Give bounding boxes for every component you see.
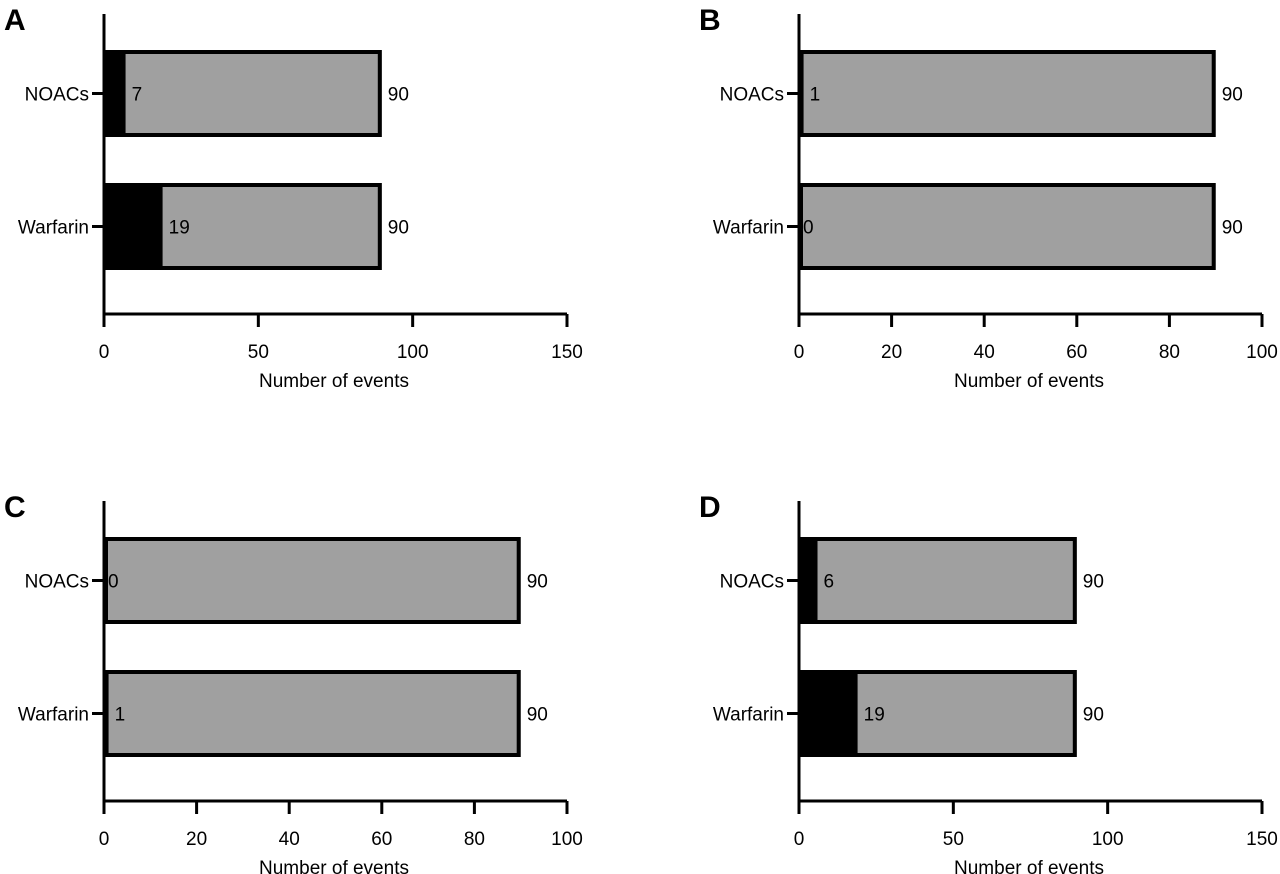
- total-label: 90: [527, 705, 548, 726]
- bar-total: [817, 537, 1077, 624]
- x-tick-label: 40: [279, 829, 300, 850]
- bar-total: [108, 670, 521, 757]
- event-label: 19: [864, 705, 885, 726]
- x-tick-label: 50: [943, 829, 964, 850]
- bar-total: [803, 50, 1216, 137]
- category-label: NOACs: [25, 85, 89, 106]
- bar-total: [799, 183, 1216, 270]
- panel-label: A: [4, 4, 26, 37]
- category-label: NOACs: [720, 85, 784, 106]
- event-label: 7: [132, 85, 143, 106]
- x-tick-label: 150: [551, 342, 583, 363]
- event-label: 6: [824, 572, 835, 593]
- total-label: 90: [388, 85, 409, 106]
- bar-events: [799, 670, 858, 757]
- category-label: NOACs: [25, 572, 89, 593]
- x-tick-label: 80: [1159, 342, 1180, 363]
- event-label: 1: [115, 705, 126, 726]
- category-label: Warfarin: [18, 218, 89, 239]
- bar-outline: [104, 670, 521, 757]
- bar-outline: [104, 537, 521, 624]
- total-label: 90: [388, 218, 409, 239]
- x-tick-label: 0: [99, 829, 110, 850]
- x-tick-label: 100: [1246, 342, 1278, 363]
- x-tick-label: 100: [551, 829, 583, 850]
- bar-total: [857, 670, 1077, 757]
- bar-outline: [799, 50, 1216, 137]
- total-label: 90: [1222, 218, 1243, 239]
- bar-outline: [104, 183, 382, 270]
- total-label: 90: [1083, 572, 1104, 593]
- x-axis-label: Number of events: [259, 371, 409, 392]
- bar-outline: [799, 670, 1077, 757]
- x-tick-label: 60: [371, 829, 392, 850]
- x-tick-label: 40: [974, 342, 995, 363]
- bar-events: [104, 50, 126, 137]
- total-label: 90: [1083, 705, 1104, 726]
- x-tick-label: 50: [248, 342, 269, 363]
- x-axis-label: Number of events: [954, 371, 1104, 392]
- event-label: 0: [803, 218, 814, 239]
- bar-outline: [104, 50, 382, 137]
- category-label: Warfarin: [713, 705, 784, 726]
- bar-events: [104, 183, 163, 270]
- x-tick-label: 60: [1066, 342, 1087, 363]
- bar-outline: [799, 537, 1077, 624]
- x-tick-label: 20: [186, 829, 207, 850]
- panel-c: C 0 90 NOACs 1 90 Warfarin 0 20 40 60 80 100 Number o…: [4, 491, 583, 874]
- panel-d: D 6 90 NOACs 19 90 Warfarin 0 50 100 150 Number of …: [699, 491, 1278, 874]
- x-tick-label: 20: [881, 342, 902, 363]
- x-tick-label: 0: [794, 342, 805, 363]
- panel-label: D: [699, 491, 721, 524]
- x-tick-label: 100: [1092, 829, 1124, 850]
- bar-outline: [799, 183, 1216, 270]
- bar-total: [162, 183, 382, 270]
- x-tick-label: 0: [794, 829, 805, 850]
- bar-total: [125, 50, 382, 137]
- x-axis-label: Number of events: [259, 858, 409, 874]
- x-tick-label: 100: [397, 342, 429, 363]
- category-label: Warfarin: [18, 705, 89, 726]
- event-label: 0: [108, 572, 119, 593]
- category-label: NOACs: [720, 572, 784, 593]
- event-label: 1: [810, 85, 821, 106]
- total-label: 90: [527, 572, 548, 593]
- event-label: 19: [169, 218, 190, 239]
- x-axis-label: Number of events: [954, 858, 1104, 874]
- x-tick-label: 80: [464, 829, 485, 850]
- panel-a: A 7 90 NOACs 19 90 Warfarin 0 50 100 150 Number of …: [4, 4, 583, 392]
- panel-label: B: [699, 4, 721, 37]
- bar-events: [799, 537, 818, 624]
- x-tick-label: 150: [1246, 829, 1278, 850]
- bar-total: [104, 537, 521, 624]
- category-label: Warfarin: [713, 218, 784, 239]
- panel-b: B 1 90 NOACs 0 90 Warfarin 0 20 40 60 80 100 Number o…: [699, 4, 1278, 392]
- x-tick-label: 0: [99, 342, 110, 363]
- panel-label: C: [4, 491, 26, 524]
- total-label: 90: [1222, 85, 1243, 106]
